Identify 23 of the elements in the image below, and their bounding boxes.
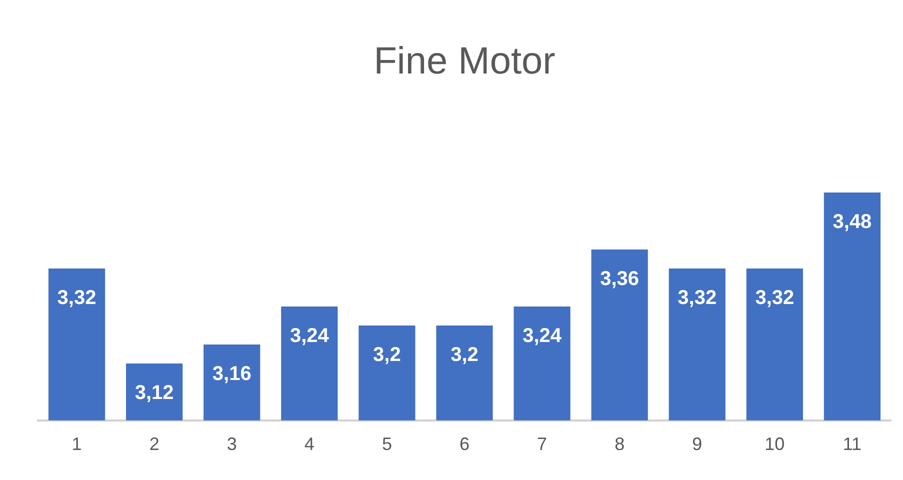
x-tick-label: 6 [459, 434, 470, 454]
x-tick-label: 9 [692, 434, 702, 454]
data-label: 3,12 [134, 382, 174, 404]
x-tick-label: 5 [382, 434, 392, 454]
data-label: 3,48 [832, 211, 872, 234]
data-label: 3,32 [678, 287, 717, 310]
x-tick-label: 1 [72, 434, 82, 454]
data-label: 3,36 [600, 268, 640, 290]
data-label: 3,24 [522, 324, 562, 347]
x-tick-label: 10 [764, 434, 785, 454]
x-tick-label: 2 [149, 434, 160, 454]
data-label: 3,16 [212, 362, 252, 385]
x-tick-label: 7 [537, 434, 548, 454]
data-label: 3,2 [373, 344, 401, 366]
x-tick-label: 8 [614, 434, 625, 454]
x-tick-label: 4 [304, 434, 314, 454]
data-label: 3,32 [755, 287, 794, 310]
x-tick-label: 3 [226, 434, 237, 454]
data-label: 3,32 [57, 287, 96, 310]
data-label: 3,2 [450, 344, 478, 366]
x-tick-label: 11 [842, 434, 862, 454]
chart-title: Fine Motor [374, 40, 556, 82]
data-label: 3,24 [290, 324, 330, 347]
